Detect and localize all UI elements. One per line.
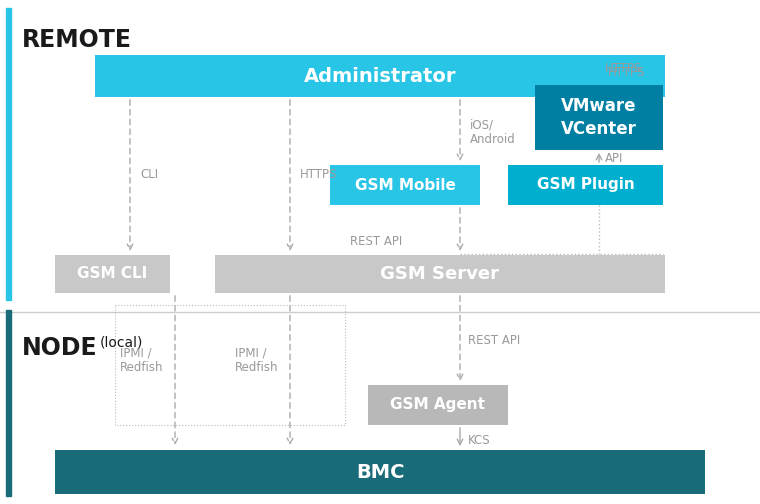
FancyBboxPatch shape: [95, 55, 665, 97]
Text: IPMI /
Redfish: IPMI / Redfish: [235, 346, 278, 374]
FancyBboxPatch shape: [215, 255, 665, 293]
Text: VMware
VCenter: VMware VCenter: [561, 97, 637, 138]
FancyBboxPatch shape: [508, 165, 663, 205]
Text: NODE: NODE: [22, 336, 97, 360]
Text: IPMI /
Redfish: IPMI / Redfish: [120, 346, 163, 374]
FancyBboxPatch shape: [535, 85, 663, 150]
Text: HTTPS: HTTPS: [605, 62, 642, 75]
Text: HTTPS: HTTPS: [300, 168, 337, 181]
Text: (local): (local): [100, 336, 144, 350]
Text: BMC: BMC: [356, 463, 404, 481]
Text: GSM Agent: GSM Agent: [391, 398, 486, 412]
Text: GSM CLI: GSM CLI: [78, 267, 147, 282]
Text: GSM Mobile: GSM Mobile: [355, 177, 455, 193]
Text: Administrator: Administrator: [304, 67, 456, 86]
FancyBboxPatch shape: [55, 255, 170, 293]
FancyBboxPatch shape: [55, 450, 705, 494]
Text: REST API: REST API: [350, 235, 402, 248]
Bar: [6, 310, 11, 496]
Text: CLI: CLI: [140, 168, 158, 181]
Text: KCS: KCS: [468, 433, 491, 447]
Text: iOS/
Android: iOS/ Android: [470, 118, 516, 146]
Text: API: API: [605, 152, 623, 164]
Text: GSM Server: GSM Server: [381, 265, 499, 283]
Text: REST API: REST API: [468, 334, 521, 347]
FancyBboxPatch shape: [330, 165, 480, 205]
Text: REMOTE: REMOTE: [22, 28, 132, 52]
Text: GSM Plugin: GSM Plugin: [537, 177, 635, 193]
Bar: [6, 8, 11, 300]
Text: HTTPS: HTTPS: [608, 66, 645, 79]
FancyBboxPatch shape: [368, 385, 508, 425]
